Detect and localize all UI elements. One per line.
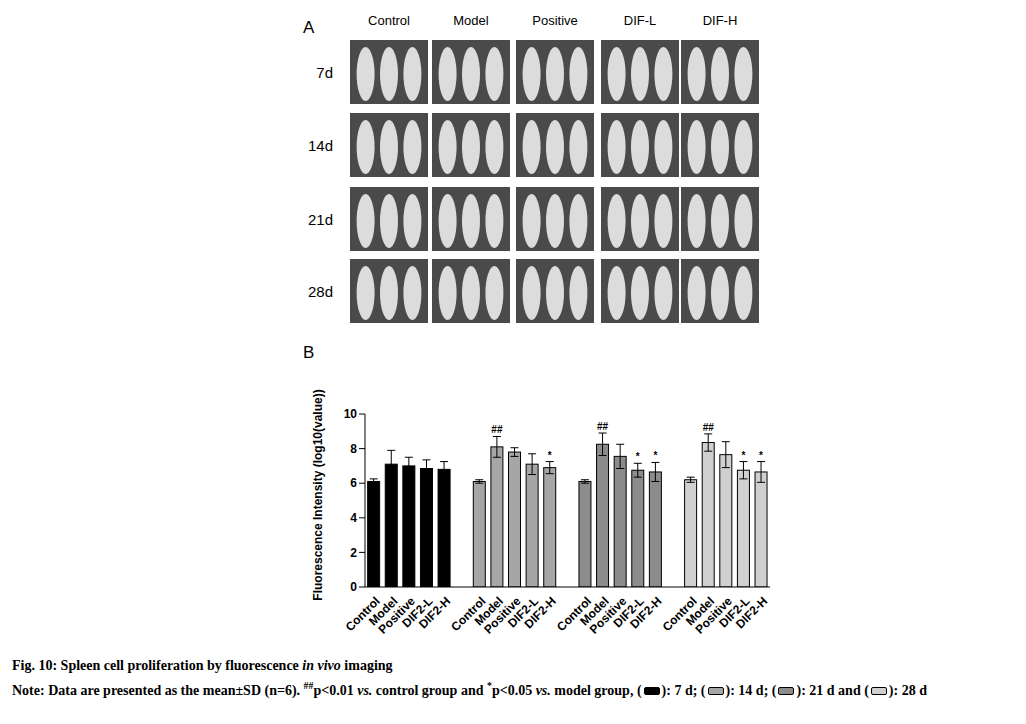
svg-text:Control: Control xyxy=(448,594,489,635)
svg-text:DIF2-H: DIF2-H xyxy=(733,594,770,631)
svg-text:Model: Model xyxy=(682,594,718,629)
svg-text:Control: Control xyxy=(342,594,383,635)
svg-text:DIF2-L: DIF2-L xyxy=(504,594,542,631)
svg-text:B: B xyxy=(303,343,314,362)
svg-text:Control: Control xyxy=(554,594,595,635)
svg-text:Model: Model xyxy=(365,594,401,629)
svg-text:*: * xyxy=(653,450,657,461)
svg-text:Positive: Positive xyxy=(586,594,630,637)
svg-text:2: 2 xyxy=(350,546,357,560)
svg-text:21d: 21d xyxy=(308,211,333,228)
html-text:): 21 d and (: ): 21 d and ( xyxy=(796,682,869,698)
svg-text:DIF2-L: DIF2-L xyxy=(399,594,436,631)
html-text:Note: Data are presented as th: Note: Data are presented as the mean±SD … xyxy=(12,680,642,698)
svg-text:Fluorescence Intensity (log10(: Fluorescence Intensity (log10(value)) xyxy=(311,389,325,600)
svg-text:##: ## xyxy=(703,422,715,433)
svg-text:0: 0 xyxy=(350,580,357,594)
svg-text:DIF2-L: DIF2-L xyxy=(610,594,647,631)
svg-text:DIF2-H: DIF2-H xyxy=(522,594,559,631)
svg-text:Control: Control xyxy=(659,594,700,635)
svg-text:*: * xyxy=(548,450,552,461)
svg-text:*: * xyxy=(741,450,745,461)
svg-text:DIF-H: DIF-H xyxy=(703,13,738,28)
svg-text:6: 6 xyxy=(350,476,357,490)
svg-text:*: * xyxy=(636,451,640,462)
svg-text:8: 8 xyxy=(350,442,357,456)
html-text:Fig. 10: Spleen cell prolifera: Fig. 10: Spleen cell proliferation by fl… xyxy=(12,658,393,673)
svg-text:Model: Model xyxy=(577,594,612,629)
svg-text:Positive: Positive xyxy=(481,594,524,637)
svg-text:4: 4 xyxy=(350,511,357,525)
html-text:): 28 d: ): 28 d xyxy=(888,682,927,698)
svg-text:DIF-L: DIF-L xyxy=(624,13,657,28)
svg-text:*: * xyxy=(759,450,763,461)
svg-text:14d: 14d xyxy=(308,137,333,154)
svg-text:10: 10 xyxy=(344,407,358,421)
svg-text:Positive: Positive xyxy=(375,594,418,637)
html-text:): 14 d; (: ): 14 d; ( xyxy=(725,682,777,698)
svg-text:Model: Model xyxy=(471,594,506,629)
html-text:): 7 d; (: ): 7 d; ( xyxy=(661,682,706,698)
svg-text:DIF2-H: DIF2-H xyxy=(627,594,664,631)
svg-text:Control: Control xyxy=(368,13,410,28)
svg-text:DIF2-L: DIF2-L xyxy=(716,594,753,631)
svg-text:DIF2-H: DIF2-H xyxy=(416,594,453,631)
svg-text:##: ## xyxy=(597,421,609,432)
svg-text:Model: Model xyxy=(453,13,489,28)
svg-text:Positive: Positive xyxy=(532,13,578,28)
svg-text:A: A xyxy=(303,18,315,37)
svg-text:Positive: Positive xyxy=(692,594,735,637)
svg-text:28d: 28d xyxy=(308,283,333,300)
svg-text:##: ## xyxy=(491,424,503,435)
svg-text:7d: 7d xyxy=(316,64,333,81)
